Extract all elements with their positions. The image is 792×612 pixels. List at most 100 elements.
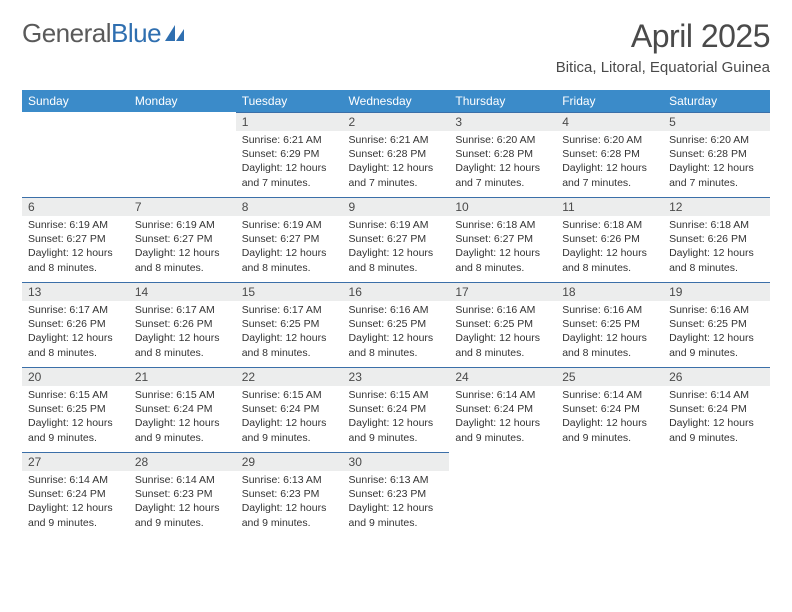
calendar-day-empty [449,452,556,537]
day-number: 12 [663,197,770,216]
day-info: Sunrise: 6:19 AMSunset: 6:27 PMDaylight:… [129,216,236,279]
day-info: Sunrise: 6:13 AMSunset: 6:23 PMDaylight:… [236,471,343,534]
day-info: Sunrise: 6:16 AMSunset: 6:25 PMDaylight:… [449,301,556,364]
day-number: 14 [129,282,236,301]
day-number: 22 [236,367,343,386]
day-number: 20 [22,367,129,386]
weekday-header: Tuesday [236,90,343,112]
day-number: 16 [343,282,450,301]
calendar-day: 14Sunrise: 6:17 AMSunset: 6:26 PMDayligh… [129,282,236,367]
day-info: Sunrise: 6:14 AMSunset: 6:24 PMDaylight:… [449,386,556,449]
calendar-row: 6Sunrise: 6:19 AMSunset: 6:27 PMDaylight… [22,197,770,282]
day-number: 5 [663,112,770,131]
day-info: Sunrise: 6:20 AMSunset: 6:28 PMDaylight:… [449,131,556,194]
day-info: Sunrise: 6:17 AMSunset: 6:26 PMDaylight:… [129,301,236,364]
calendar-day: 8Sunrise: 6:19 AMSunset: 6:27 PMDaylight… [236,197,343,282]
calendar-day: 19Sunrise: 6:16 AMSunset: 6:25 PMDayligh… [663,282,770,367]
calendar-day: 6Sunrise: 6:19 AMSunset: 6:27 PMDaylight… [22,197,129,282]
weekday-header: Thursday [449,90,556,112]
day-info: Sunrise: 6:13 AMSunset: 6:23 PMDaylight:… [343,471,450,534]
day-info: Sunrise: 6:14 AMSunset: 6:24 PMDaylight:… [556,386,663,449]
calendar-day-empty [22,112,129,197]
calendar-day: 29Sunrise: 6:13 AMSunset: 6:23 PMDayligh… [236,452,343,537]
calendar-day: 4Sunrise: 6:20 AMSunset: 6:28 PMDaylight… [556,112,663,197]
day-number: 13 [22,282,129,301]
day-number: 1 [236,112,343,131]
calendar-day: 13Sunrise: 6:17 AMSunset: 6:26 PMDayligh… [22,282,129,367]
day-number: 18 [556,282,663,301]
calendar-day: 7Sunrise: 6:19 AMSunset: 6:27 PMDaylight… [129,197,236,282]
logo-sail-icon [164,24,186,42]
title-block: April 2025 Bitica, Litoral, Equatorial G… [556,18,770,76]
calendar-day: 15Sunrise: 6:17 AMSunset: 6:25 PMDayligh… [236,282,343,367]
day-info: Sunrise: 6:18 AMSunset: 6:27 PMDaylight:… [449,216,556,279]
header: GeneralBlue April 2025 Bitica, Litoral, … [22,18,770,76]
weekday-header: Saturday [663,90,770,112]
day-number: 28 [129,452,236,471]
day-info: Sunrise: 6:16 AMSunset: 6:25 PMDaylight:… [556,301,663,364]
calendar-day: 12Sunrise: 6:18 AMSunset: 6:26 PMDayligh… [663,197,770,282]
day-info: Sunrise: 6:17 AMSunset: 6:26 PMDaylight:… [22,301,129,364]
day-number: 25 [556,367,663,386]
day-number: 21 [129,367,236,386]
logo: GeneralBlue [22,18,186,49]
day-number: 6 [22,197,129,216]
weekday-header-row: SundayMondayTuesdayWednesdayThursdayFrid… [22,90,770,112]
calendar-row: 20Sunrise: 6:15 AMSunset: 6:25 PMDayligh… [22,367,770,452]
calendar-day-empty [556,452,663,537]
day-number: 19 [663,282,770,301]
calendar-day: 9Sunrise: 6:19 AMSunset: 6:27 PMDaylight… [343,197,450,282]
day-number: 29 [236,452,343,471]
calendar-row: 27Sunrise: 6:14 AMSunset: 6:24 PMDayligh… [22,452,770,537]
day-number: 26 [663,367,770,386]
calendar-day: 1Sunrise: 6:21 AMSunset: 6:29 PMDaylight… [236,112,343,197]
calendar-day: 2Sunrise: 6:21 AMSunset: 6:28 PMDaylight… [343,112,450,197]
location: Bitica, Litoral, Equatorial Guinea [556,59,770,76]
calendar-day: 26Sunrise: 6:14 AMSunset: 6:24 PMDayligh… [663,367,770,452]
calendar-day: 27Sunrise: 6:14 AMSunset: 6:24 PMDayligh… [22,452,129,537]
day-number: 15 [236,282,343,301]
calendar-day: 23Sunrise: 6:15 AMSunset: 6:24 PMDayligh… [343,367,450,452]
weekday-header: Monday [129,90,236,112]
calendar-row: 13Sunrise: 6:17 AMSunset: 6:26 PMDayligh… [22,282,770,367]
day-number: 10 [449,197,556,216]
calendar-body: 1Sunrise: 6:21 AMSunset: 6:29 PMDaylight… [22,112,770,537]
calendar-day: 17Sunrise: 6:16 AMSunset: 6:25 PMDayligh… [449,282,556,367]
calendar-table: SundayMondayTuesdayWednesdayThursdayFrid… [22,90,770,537]
day-number: 24 [449,367,556,386]
day-info: Sunrise: 6:14 AMSunset: 6:24 PMDaylight:… [663,386,770,449]
day-number: 2 [343,112,450,131]
calendar-day: 28Sunrise: 6:14 AMSunset: 6:23 PMDayligh… [129,452,236,537]
day-info: Sunrise: 6:15 AMSunset: 6:24 PMDaylight:… [236,386,343,449]
day-number: 8 [236,197,343,216]
calendar-day-empty [129,112,236,197]
day-info: Sunrise: 6:20 AMSunset: 6:28 PMDaylight:… [663,131,770,194]
calendar-day: 22Sunrise: 6:15 AMSunset: 6:24 PMDayligh… [236,367,343,452]
calendar-day: 11Sunrise: 6:18 AMSunset: 6:26 PMDayligh… [556,197,663,282]
calendar-day: 30Sunrise: 6:13 AMSunset: 6:23 PMDayligh… [343,452,450,537]
day-info: Sunrise: 6:19 AMSunset: 6:27 PMDaylight:… [22,216,129,279]
day-info: Sunrise: 6:21 AMSunset: 6:29 PMDaylight:… [236,131,343,194]
calendar-day: 25Sunrise: 6:14 AMSunset: 6:24 PMDayligh… [556,367,663,452]
calendar-day: 24Sunrise: 6:14 AMSunset: 6:24 PMDayligh… [449,367,556,452]
day-number: 7 [129,197,236,216]
day-number: 30 [343,452,450,471]
day-info: Sunrise: 6:18 AMSunset: 6:26 PMDaylight:… [663,216,770,279]
day-info: Sunrise: 6:15 AMSunset: 6:24 PMDaylight:… [129,386,236,449]
day-number: 4 [556,112,663,131]
day-info: Sunrise: 6:14 AMSunset: 6:24 PMDaylight:… [22,471,129,534]
day-info: Sunrise: 6:16 AMSunset: 6:25 PMDaylight:… [663,301,770,364]
day-info: Sunrise: 6:18 AMSunset: 6:26 PMDaylight:… [556,216,663,279]
calendar-day: 20Sunrise: 6:15 AMSunset: 6:25 PMDayligh… [22,367,129,452]
day-number: 23 [343,367,450,386]
day-info: Sunrise: 6:19 AMSunset: 6:27 PMDaylight:… [343,216,450,279]
day-info: Sunrise: 6:16 AMSunset: 6:25 PMDaylight:… [343,301,450,364]
day-info: Sunrise: 6:15 AMSunset: 6:24 PMDaylight:… [343,386,450,449]
day-info: Sunrise: 6:15 AMSunset: 6:25 PMDaylight:… [22,386,129,449]
weekday-header: Friday [556,90,663,112]
day-info: Sunrise: 6:21 AMSunset: 6:28 PMDaylight:… [343,131,450,194]
day-number: 27 [22,452,129,471]
day-info: Sunrise: 6:20 AMSunset: 6:28 PMDaylight:… [556,131,663,194]
calendar-row: 1Sunrise: 6:21 AMSunset: 6:29 PMDaylight… [22,112,770,197]
calendar-day: 18Sunrise: 6:16 AMSunset: 6:25 PMDayligh… [556,282,663,367]
